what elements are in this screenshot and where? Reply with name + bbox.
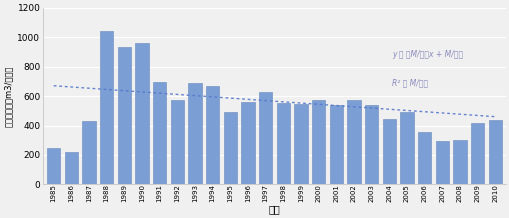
Bar [382, 119, 395, 184]
Bar [329, 105, 342, 184]
Bar [171, 100, 184, 184]
Bar [312, 100, 325, 184]
Bar [470, 123, 483, 184]
Bar [118, 47, 131, 184]
Bar [294, 104, 307, 184]
Y-axis label: 平均施工量（m3/箇所）: 平均施工量（m3/箇所） [4, 65, 13, 127]
Text: R² ＝ M/標準: R² ＝ M/標準 [392, 78, 428, 87]
Bar [223, 112, 237, 184]
Bar [206, 86, 219, 184]
Bar [259, 92, 272, 184]
Bar [276, 103, 289, 184]
X-axis label: 年度: 年度 [268, 204, 280, 214]
Bar [364, 105, 378, 184]
Text: y ＝ ・M/標準x + M/標準: y ＝ ・M/標準x + M/標準 [392, 50, 463, 59]
Bar [241, 102, 254, 184]
Bar [135, 43, 148, 184]
Bar [82, 121, 96, 184]
Bar [47, 148, 60, 184]
Bar [153, 82, 166, 184]
Bar [65, 152, 78, 184]
Bar [100, 31, 113, 184]
Bar [417, 132, 431, 184]
Bar [453, 140, 466, 184]
Bar [488, 120, 501, 184]
Bar [400, 112, 413, 184]
Bar [347, 100, 360, 184]
Bar [435, 141, 448, 184]
Bar [188, 83, 201, 184]
